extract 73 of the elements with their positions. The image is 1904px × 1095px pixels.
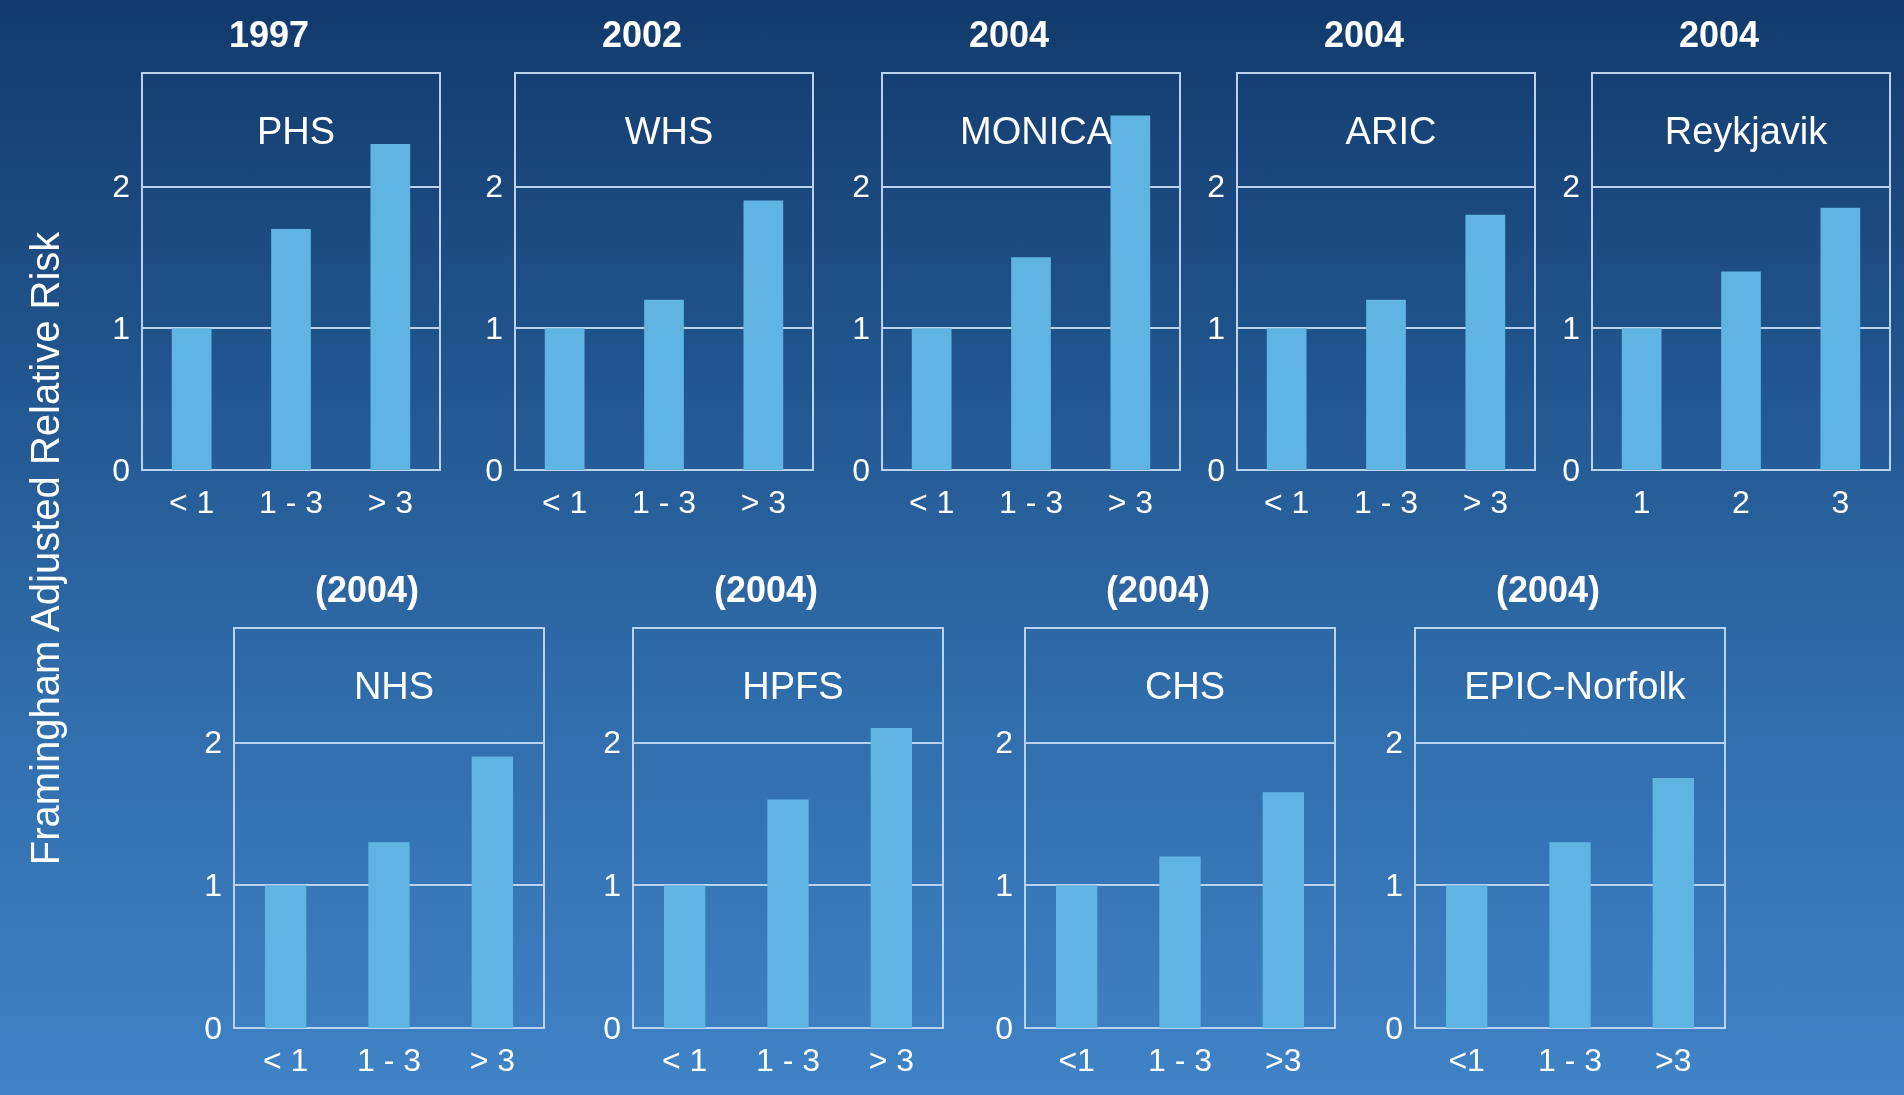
y-tick-label: 1 bbox=[112, 310, 130, 347]
text: Reykjavik bbox=[1664, 110, 1829, 152]
y-tick-label: 2 bbox=[112, 168, 130, 205]
x-tick-label: < 1 bbox=[908, 484, 955, 520]
x-tick-label: 1 - 3 bbox=[755, 1042, 821, 1078]
text: ARIC bbox=[1345, 110, 1437, 152]
y-tick-label: 2 bbox=[852, 168, 870, 205]
x-tick-label: 1 - 3 bbox=[1537, 1042, 1603, 1078]
x-tick-label: < 1 bbox=[541, 484, 588, 520]
y-tick-label: 2 bbox=[1385, 724, 1403, 761]
y-tick-label: 1 bbox=[1207, 310, 1225, 347]
chart-title: 1997 bbox=[228, 13, 310, 55]
y-tick-label: 2 bbox=[204, 724, 222, 761]
chart-title: (2004) bbox=[713, 568, 819, 610]
y-tick-label: 2 bbox=[1207, 168, 1225, 205]
y-tick-label: 0 bbox=[112, 452, 130, 488]
y-tick-label: 2 bbox=[603, 724, 621, 761]
chart-title: (2004) bbox=[314, 568, 420, 610]
x-tick-label: 1 - 3 bbox=[1147, 1042, 1213, 1078]
y-axis-title: Framingham Adjusted Relative Risk bbox=[23, 231, 69, 865]
x-tick-label: > 3 bbox=[740, 484, 787, 520]
x-tick-label: >3 bbox=[1655, 1042, 1692, 1078]
y-tick-label: 0 bbox=[485, 452, 503, 488]
x-tick-label: > 3 bbox=[868, 1042, 915, 1078]
x-tick-label: 1 - 3 bbox=[631, 484, 697, 520]
y-tick-label: 0 bbox=[603, 1010, 621, 1046]
x-tick-label: 1 - 3 bbox=[258, 484, 324, 520]
x-tick-label: < 1 bbox=[168, 484, 215, 520]
chart-title: 2004 bbox=[1323, 13, 1405, 55]
x-tick-label: 1 - 3 bbox=[356, 1042, 422, 1078]
y-tick-label: 0 bbox=[204, 1010, 222, 1046]
text: WHS bbox=[624, 110, 714, 152]
y-tick-label: 0 bbox=[1385, 1010, 1403, 1046]
text: PHS bbox=[256, 110, 336, 152]
x-tick-label: <1 bbox=[1058, 1042, 1095, 1078]
y-tick-label: 0 bbox=[995, 1010, 1013, 1046]
x-tick-label: 1 bbox=[1632, 484, 1651, 520]
y-tick-label: 0 bbox=[1562, 452, 1580, 488]
x-tick-label: < 1 bbox=[1263, 484, 1310, 520]
y-tick-label: 2 bbox=[995, 724, 1013, 761]
x-tick-label: 1 - 3 bbox=[1353, 484, 1419, 520]
x-tick-label: > 3 bbox=[469, 1042, 516, 1078]
y-tick-label: 1 bbox=[485, 310, 503, 347]
x-tick-label: > 3 bbox=[1107, 484, 1154, 520]
x-tick-label: 2 bbox=[1732, 484, 1750, 520]
y-tick-label: 1 bbox=[1385, 867, 1403, 904]
x-tick-label: <1 bbox=[1448, 1042, 1485, 1078]
y-tick-label: 0 bbox=[1207, 452, 1225, 488]
y-tick-label: 1 bbox=[204, 867, 222, 904]
x-tick-label: >3 bbox=[1265, 1042, 1302, 1078]
x-tick-label: > 3 bbox=[1462, 484, 1509, 520]
chart-title: (2004) bbox=[1495, 568, 1601, 610]
chart-title: (2004) bbox=[1105, 568, 1211, 610]
text: CHS bbox=[1144, 665, 1226, 707]
y-tick-label: 2 bbox=[1562, 168, 1580, 205]
text: HPFS bbox=[742, 665, 844, 707]
x-tick-label: > 3 bbox=[367, 484, 414, 520]
y-tick-label: 1 bbox=[603, 867, 621, 904]
text: EPIC-Norfolk bbox=[1464, 665, 1687, 707]
y-tick-label: 1 bbox=[852, 310, 870, 347]
x-tick-label: < 1 bbox=[661, 1042, 708, 1078]
chart-title: 2004 bbox=[968, 13, 1050, 55]
text: NHS bbox=[353, 665, 435, 707]
chart-title: 2004 bbox=[1678, 13, 1760, 55]
chart-title: 2002 bbox=[601, 13, 683, 55]
x-tick-label: 1 - 3 bbox=[998, 484, 1064, 520]
y-tick-label: 0 bbox=[852, 452, 870, 488]
x-tick-label: < 1 bbox=[262, 1042, 309, 1078]
y-tick-label: 1 bbox=[995, 867, 1013, 904]
y-tick-label: 1 bbox=[1562, 310, 1580, 347]
y-tick-label: 2 bbox=[485, 168, 503, 205]
x-tick-label: 3 bbox=[1831, 484, 1850, 520]
text: MONICA bbox=[960, 110, 1113, 152]
